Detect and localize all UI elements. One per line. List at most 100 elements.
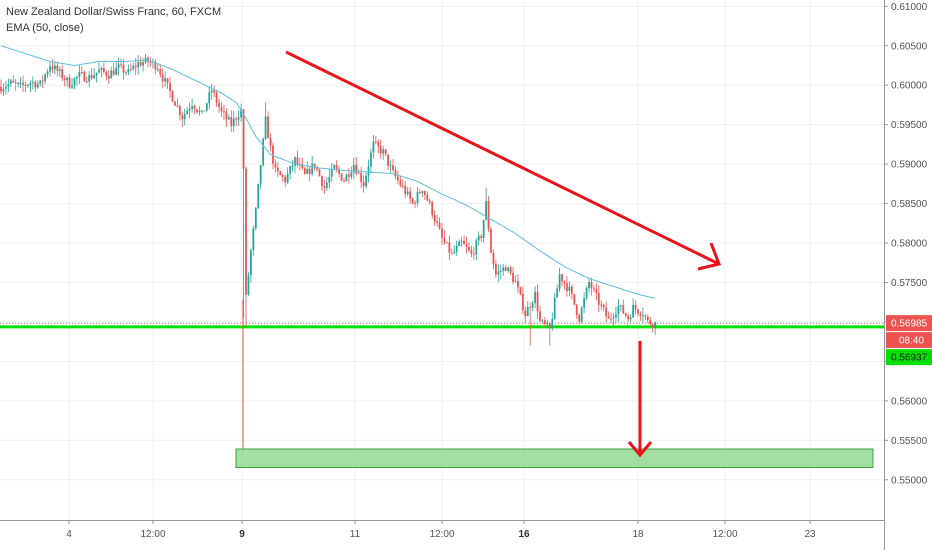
candle-body	[392, 165, 394, 171]
time-axis[interactable]: 4 12:00 9 11 12:00 16 18 12:00 23	[0, 520, 884, 550]
candle-body	[377, 141, 380, 147]
chart-legend: New Zealand Dollar/Swiss Franc, 60, FXCM…	[6, 4, 221, 36]
candle-body	[394, 170, 397, 177]
candle-body	[570, 286, 573, 295]
candle-body	[499, 271, 502, 273]
candle-body	[269, 138, 272, 146]
candle-body	[93, 75, 95, 79]
candle-body	[521, 293, 524, 311]
candle-body	[240, 109, 242, 118]
candle-body	[357, 172, 360, 174]
time-tick-label: 11	[350, 529, 361, 540]
candle-body	[63, 78, 66, 81]
candle-body	[639, 313, 642, 316]
candle-body	[539, 311, 541, 321]
candle-body	[406, 191, 409, 195]
candle-body	[122, 64, 125, 73]
candle-body	[56, 65, 59, 72]
candle-body	[117, 64, 120, 68]
candle-body	[301, 164, 304, 169]
candle-body	[39, 80, 42, 84]
candle-body	[31, 82, 34, 84]
candle-body	[51, 66, 54, 70]
candle-body	[178, 105, 181, 116]
countdown-label: 08:40	[899, 336, 924, 347]
candle-body	[455, 246, 458, 252]
support-price-badge	[886, 349, 932, 366]
candle-body	[41, 80, 44, 82]
candle-body	[98, 69, 100, 73]
down-arrow-head	[627, 441, 653, 458]
price-tick-label: 0.61000	[891, 2, 928, 13]
candle-body	[544, 320, 546, 325]
target-zone[interactable]	[235, 448, 874, 469]
candle-body	[350, 172, 353, 177]
candle-body	[7, 84, 10, 87]
ema-path	[0, 45, 656, 299]
candle-body	[159, 69, 162, 75]
candle-body	[602, 304, 605, 308]
candle-body	[421, 191, 424, 194]
candle-body	[100, 68, 103, 70]
symbol-title[interactable]: New Zealand Dollar/Swiss Franc, 60, FXCM	[6, 6, 222, 18]
candle-body	[105, 71, 108, 77]
candle-body	[573, 294, 576, 305]
candle-body	[588, 282, 590, 288]
candle-body	[600, 304, 603, 306]
price-axis-bg	[884, 0, 932, 550]
candle-body	[367, 166, 370, 176]
target-zone-rect	[235, 448, 874, 469]
candle-body	[580, 307, 583, 322]
candle-body	[622, 305, 625, 314]
candle-body	[61, 69, 64, 79]
candle-body	[27, 84, 29, 86]
candle-body	[475, 240, 478, 255]
candle-body	[78, 72, 81, 77]
candle-body	[12, 80, 15, 83]
indicator-label[interactable]: EMA (50, close)	[6, 22, 84, 34]
candle-body	[389, 165, 392, 167]
candle-body	[149, 62, 152, 64]
support-lines[interactable]	[0, 300, 884, 449]
candle-body	[166, 78, 169, 83]
candle-body	[646, 316, 649, 321]
candle-body	[463, 240, 465, 245]
candle-body	[36, 83, 39, 88]
candle-body	[205, 103, 208, 111]
candle-body	[428, 200, 431, 203]
candle-body	[262, 138, 265, 166]
candle-body	[313, 163, 316, 167]
price-tick-label: 0.57500	[891, 278, 928, 289]
candle-body	[519, 287, 522, 294]
candle-body	[556, 288, 559, 298]
candle-body	[605, 307, 608, 317]
candle-body	[534, 291, 536, 304]
candle-body	[512, 273, 514, 282]
candle-body	[223, 111, 225, 113]
candle-body	[548, 323, 551, 329]
candle-body	[387, 154, 389, 166]
candle-body	[225, 112, 228, 120]
candle-body	[161, 74, 164, 82]
candle-body	[617, 305, 620, 315]
candle-body	[171, 91, 174, 102]
candle-body	[279, 171, 282, 176]
drawn-arrows[interactable]	[285, 50, 722, 458]
candle-body	[198, 110, 201, 113]
candle-body	[156, 69, 159, 71]
candle-body	[399, 180, 402, 186]
candle-body	[632, 304, 634, 318]
candle-body	[316, 166, 318, 170]
candle-body	[210, 90, 213, 93]
candle-body	[274, 163, 277, 168]
candle-body	[619, 305, 622, 307]
candle-body	[514, 281, 517, 283]
candle-body	[201, 110, 203, 112]
price-axis[interactable]: 0.61000 0.60500 0.60000 0.59500 0.59000 0.585…	[884, 0, 932, 550]
candle-body	[134, 65, 137, 68]
candle-body	[259, 165, 262, 184]
candle-body	[338, 168, 340, 174]
candle-body	[423, 191, 426, 195]
price-tick-label: 0.60500	[891, 41, 928, 52]
